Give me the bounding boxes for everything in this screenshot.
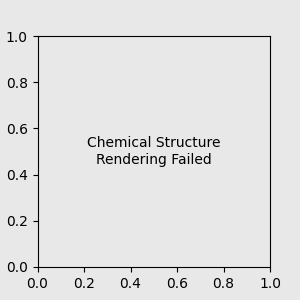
Text: Chemical Structure
Rendering Failed: Chemical Structure Rendering Failed bbox=[87, 136, 220, 166]
